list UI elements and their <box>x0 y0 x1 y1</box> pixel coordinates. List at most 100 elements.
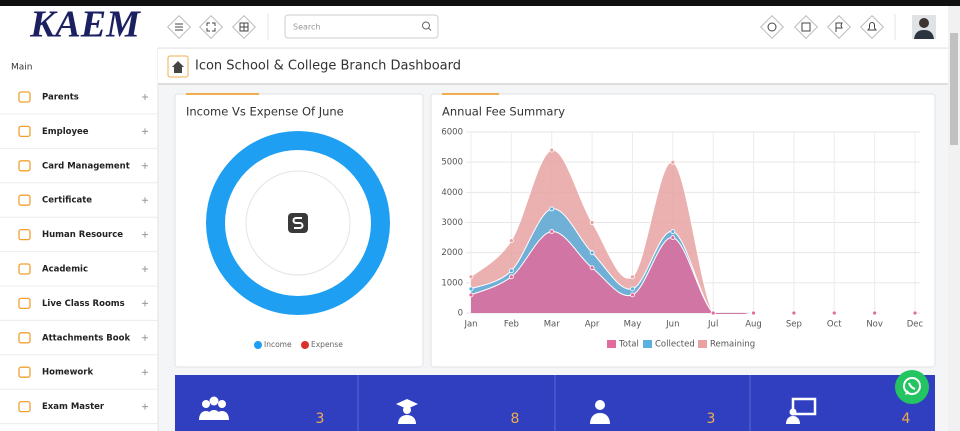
expand-icon <box>142 334 148 341</box>
menu-label: Certificate <box>42 196 92 206</box>
menu-item[interactable]: Parents <box>0 91 158 115</box>
stat-value: 4 <box>902 411 911 427</box>
home-icon <box>172 61 184 73</box>
expand-icon <box>142 231 148 238</box>
avatar[interactable] <box>912 15 936 39</box>
card-title: Income Vs Expense Of June <box>186 105 344 119</box>
y-tick-label: 1000 <box>441 278 463 288</box>
header-right-icons[interactable] <box>759 14 896 40</box>
header <box>0 6 948 48</box>
legend-swatch <box>607 340 616 348</box>
data-point <box>630 292 635 298</box>
legend-label: Expense <box>311 340 343 349</box>
x-tick-label: Apr <box>585 320 600 330</box>
fullscreen-button[interactable] <box>198 14 224 40</box>
expand-icon <box>142 369 148 376</box>
expand-icon <box>142 403 148 410</box>
grid-button[interactable] <box>231 14 257 40</box>
menu-item[interactable]: Academic <box>0 263 158 287</box>
data-point <box>508 268 514 274</box>
stat-value: 3 <box>316 411 325 427</box>
menu-item[interactable]: Card Management <box>0 160 158 184</box>
menu-item[interactable]: Certificate <box>0 194 158 218</box>
menu-label: Parents <box>42 93 79 103</box>
page-title: Icon School & College Branch Dashboard <box>195 59 461 74</box>
x-tick-label: Oct <box>827 320 842 330</box>
data-point <box>912 310 918 316</box>
menu-label: Human Resource <box>42 230 123 240</box>
calendar-button[interactable] <box>793 14 819 40</box>
menu-item[interactable]: Attachments Book <box>0 332 158 356</box>
expand-icon <box>142 266 148 272</box>
menu-button[interactable] <box>166 14 192 40</box>
sidebar-section: Main <box>11 63 33 73</box>
calendar-icon <box>801 22 811 32</box>
notification-button[interactable] <box>859 14 885 40</box>
card-title: Annual Fee Summary <box>442 105 565 119</box>
data-point <box>468 292 474 298</box>
graduate-icon <box>396 399 418 424</box>
data-point <box>468 274 474 280</box>
legend-label: Collected <box>655 340 695 350</box>
menu-icon <box>18 297 31 310</box>
y-tick-label: 2000 <box>441 248 463 258</box>
search-box[interactable] <box>284 14 439 39</box>
menu-icon <box>18 332 31 344</box>
menu-item[interactable]: Human Resource <box>0 228 158 253</box>
data-point <box>872 310 878 316</box>
sidebar-menu: Parents Employee Card Management Certificat… <box>0 91 158 425</box>
legend-swatch <box>698 340 707 348</box>
legend-label: Total <box>618 340 639 350</box>
x-tick-label: Jan <box>463 320 477 330</box>
y-tick-label: 3000 <box>441 218 463 228</box>
data-point <box>630 274 635 280</box>
language-button[interactable] <box>759 14 785 40</box>
menu-item[interactable]: Live Class Rooms <box>0 297 158 321</box>
header-left-icons[interactable] <box>166 14 269 40</box>
menu-label: Employee <box>42 127 89 137</box>
logo: KAEM <box>29 4 141 46</box>
menu-label: Exam Master <box>42 402 105 412</box>
flag-button[interactable] <box>826 14 852 40</box>
globe-icon <box>767 22 777 32</box>
data-point <box>549 206 555 212</box>
menu-icon <box>18 263 31 275</box>
x-tick-label: Jun <box>665 320 679 330</box>
data-point <box>670 229 676 234</box>
x-tick-label: Sep <box>786 320 802 330</box>
menu-item[interactable]: Homework <box>0 366 158 390</box>
menu-label: Live Class Rooms <box>42 299 125 309</box>
teacher-icon <box>590 400 610 424</box>
area-chart: 0 1000 2000 3000 4000 5000 6000 Jan Feb Mar Apr May… <box>441 128 923 350</box>
expand-icon <box>142 300 148 307</box>
menu-item[interactable]: Exam Master <box>0 400 158 425</box>
students-icon <box>199 396 229 420</box>
menu-icon <box>175 23 183 31</box>
stats-icons <box>199 396 817 424</box>
y-tick-label: 0 <box>458 309 463 319</box>
legend-swatch <box>643 340 652 348</box>
data-point <box>751 310 756 316</box>
data-point <box>549 229 555 234</box>
data-point <box>508 238 514 244</box>
legend-label: Income <box>264 340 292 349</box>
data-point <box>508 274 514 280</box>
inner-ring <box>245 170 351 276</box>
search-icon <box>422 21 432 31</box>
data-point <box>630 286 635 292</box>
menu-icon <box>18 228 31 241</box>
menu-icon <box>18 194 31 206</box>
center-logo-mark <box>292 217 304 229</box>
data-point <box>589 265 595 271</box>
flag-icon <box>835 22 843 32</box>
menu-item[interactable]: Employee <box>0 125 158 149</box>
scrollbar-thumb[interactable] <box>950 33 958 145</box>
expand-icon <box>142 128 148 135</box>
whatsapp-button[interactable] <box>895 370 929 404</box>
menu-label: Homework <box>42 368 93 378</box>
menu-label: Card Management <box>42 161 130 171</box>
data-point <box>710 310 716 316</box>
data-point <box>549 147 555 153</box>
